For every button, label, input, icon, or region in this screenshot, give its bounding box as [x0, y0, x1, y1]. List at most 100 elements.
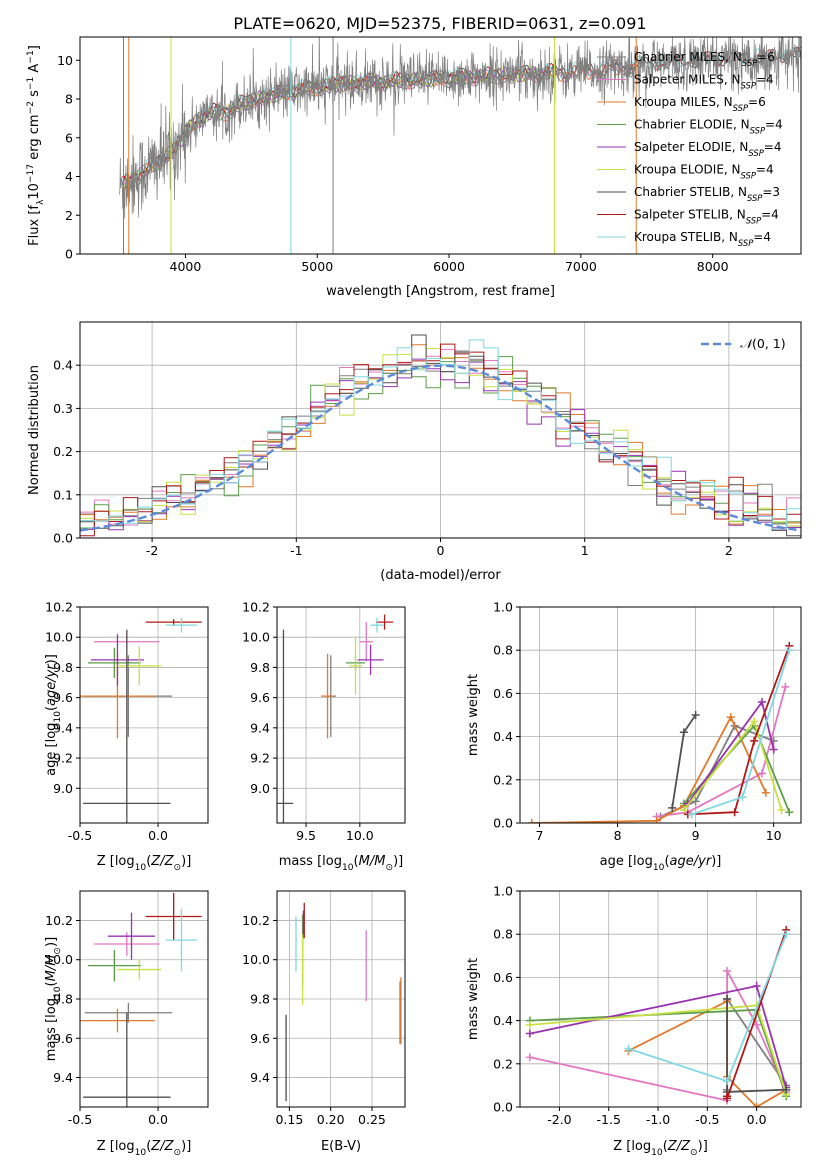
mass-weight-marker	[750, 736, 759, 745]
mass-weight-marker	[781, 682, 790, 691]
mass-weight-marker	[752, 1020, 761, 1029]
y-tick-label: 4	[65, 169, 73, 184]
y-tick-label: 1.0	[493, 884, 513, 899]
mass-weight-line	[687, 645, 791, 816]
x-tick-label: 0.0	[148, 1112, 168, 1127]
x-tick-label: -0.5	[695, 1112, 719, 1127]
y-tick-label: 0.2	[493, 772, 513, 787]
legend-entry: Salpeter STELIB, NSSP=4	[634, 208, 779, 226]
y-tick-label: 0	[65, 247, 73, 262]
x-tick-label: -2.0	[547, 1112, 571, 1127]
spectrum-data-line	[119, 37, 801, 219]
axes-frame	[519, 606, 802, 824]
y-tick-label: 9.4	[250, 1070, 270, 1085]
mass-weight-marker	[726, 713, 735, 722]
y-tick-label: 10.2	[242, 600, 270, 615]
mass-weight-marker	[752, 982, 761, 991]
x-tick-label: 6000	[433, 259, 465, 274]
mass-weight-marker	[525, 1020, 534, 1029]
y-tick-label: 0.8	[493, 643, 513, 658]
y-tick-label: 10.0	[45, 630, 73, 645]
mass-weight-marker	[785, 808, 794, 817]
mass-weight-marker	[738, 793, 747, 802]
x-tick-label: -1	[290, 543, 302, 558]
x-axis-label: mass [log10(M/M⊙)]	[279, 854, 403, 873]
mass-weight-marker	[785, 646, 794, 655]
x-tick-label: 8000	[697, 259, 729, 274]
y-tick-label: 0.0	[493, 1100, 513, 1115]
x-tick-label: 9	[692, 828, 700, 843]
mass-weight-marker	[687, 810, 696, 819]
plot-area	[285, 902, 402, 1102]
plot-mass_vs_ebv: 0.15 0.20 0.25 9.4 9.6 9.8 10.0 10.2 E(B-V)	[242, 890, 406, 1154]
y-tick-label: 6	[65, 130, 73, 145]
mass-weight-marker	[691, 797, 700, 806]
legend-entry: Chabrier ELODIE, NSSP=4	[634, 118, 783, 136]
mass-weight-marker	[679, 806, 688, 815]
plot-area	[80, 334, 801, 537]
y-tick-label: 10.2	[242, 913, 270, 928]
plot-area	[277, 614, 394, 823]
mass-weight-marker	[757, 698, 766, 707]
y-tick-label: 0.6	[493, 970, 513, 985]
plot-mass_vs_Z: -0.5 0.0 9.4 9.6 9.8 10.0 10.2 Z [log10(Z/Z⊙)] m…	[44, 890, 209, 1158]
axes-frame	[79, 606, 209, 824]
x-tick-label: 10	[766, 828, 782, 843]
x-axis-label: E(B-V)	[321, 1139, 361, 1154]
y-axis-label: Normed distribution	[27, 365, 42, 495]
plot-area	[80, 617, 202, 823]
y-tick-label: 0.4	[53, 358, 73, 373]
axes-frame	[519, 890, 802, 1108]
x-tick-label: 0.25	[358, 1112, 386, 1127]
mass-weight-marker	[782, 930, 791, 939]
y-tick-label: 10.0	[45, 952, 73, 967]
plot-area	[525, 925, 791, 1107]
legend-entry: Kroupa STELIB, NSSP=4	[634, 230, 771, 248]
x-tick-label: 5000	[301, 259, 333, 274]
plot-area	[119, 37, 801, 254]
x-tick-label: 0	[437, 543, 445, 558]
x-tick-label: -2	[146, 543, 158, 558]
y-tick-label: 0.6	[493, 686, 513, 701]
plot-area	[80, 892, 202, 1107]
x-tick-label: 10.0	[346, 828, 374, 843]
mass-weight-marker	[723, 1077, 732, 1086]
x-tick-label: 0.0	[148, 828, 168, 843]
legend-entry: Salpeter MILES, NSSP=4	[634, 73, 774, 91]
mass-weight-marker	[679, 728, 688, 737]
plot-mass_weight_vs_age: 7 8 9 10 0.0 0.2 0.4 0.6 0.8 1.0 mass weight age [l…	[466, 600, 802, 873]
y-tick-label: 0.8	[493, 927, 513, 942]
mass-weight-marker	[730, 808, 739, 817]
mass-weight-marker	[668, 803, 677, 812]
y-tick-label: 1.0	[493, 600, 513, 615]
mass-weight-marker	[782, 1085, 791, 1094]
y-tick-label: 0.0	[493, 816, 513, 831]
y-axis-label: mass [log10(M/M⊙)]	[44, 937, 63, 1061]
mass-weight-marker	[723, 995, 732, 1003]
mass-weight-marker	[652, 816, 661, 823]
plot-spectrum: 4000 5000 6000 7000 8000 0 2 4 6 8 10 wavelength [A…	[26, 36, 802, 299]
y-tick-label: 9.6	[250, 1031, 270, 1046]
x-tick-label: 2	[725, 543, 733, 558]
legend-entry: Kroupa MILES, NSSP=6	[634, 95, 766, 113]
x-axis-label: Z [log10(Z/Z⊙)]	[97, 1139, 192, 1158]
y-tick-label: 9.2	[53, 751, 73, 766]
plot-residuals: -2 -1 0 1 2 0.0 0.1 0.2 0.3 0.4 (data-model)/error…	[27, 321, 802, 583]
legend-entry: 𝒩(0, 1)	[740, 336, 786, 351]
x-tick-label: 0.0	[747, 1112, 767, 1127]
legend-entry: Kroupa ELODIE, NSSP=4	[634, 163, 774, 181]
mass-weight-marker	[525, 1029, 534, 1038]
mass-weight-marker	[527, 819, 536, 823]
mass-weight-marker	[691, 711, 700, 719]
legend-entry: Chabrier STELIB, NSSP=3	[634, 185, 780, 203]
x-tick-label: 8	[614, 828, 622, 843]
legend-entry: Chabrier MILES, NSSP=6	[634, 50, 775, 68]
y-tick-label: 9.4	[250, 720, 270, 735]
y-tick-label: 9.8	[53, 660, 73, 675]
y-tick-label: 9.4	[53, 720, 73, 735]
x-tick-label: 7000	[565, 259, 597, 274]
y-tick-label: 9.6	[53, 690, 73, 705]
legend-entry: Salpeter ELODIE, NSSP=4	[634, 140, 782, 158]
y-tick-label: 2	[65, 208, 73, 223]
x-axis-label: (data-model)/error	[380, 568, 501, 583]
